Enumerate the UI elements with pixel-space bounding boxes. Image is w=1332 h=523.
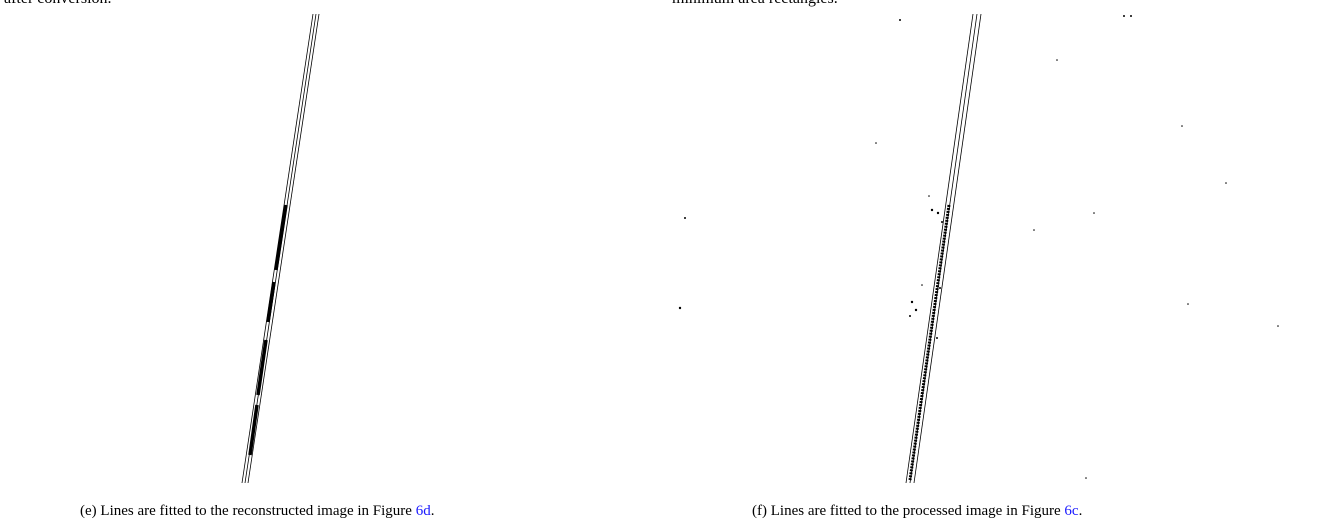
caption-label: (f) [752, 503, 767, 519]
left-image-lines [242, 14, 319, 483]
right-image-noise [679, 15, 1279, 479]
right-image-lines [906, 14, 981, 483]
caption-text: Lines are fitted to the reconstructed im… [100, 503, 412, 519]
caption-label: (e) [80, 503, 97, 519]
figure-ref[interactable]: 6d [416, 503, 431, 519]
page: after conversion. minimum area rectangle… [0, 0, 1332, 523]
figure-images [0, 0, 1332, 523]
caption: (f) Lines are fitted to the processed im… [752, 503, 1082, 520]
top-fragment: after conversion. [4, 0, 112, 8]
caption: (e) Lines are fitted to the reconstructe… [80, 503, 434, 520]
caption-end: . [431, 503, 435, 519]
caption-text: Lines are fitted to the processed image … [771, 503, 1061, 519]
figure-ref[interactable]: 6c [1064, 503, 1078, 519]
caption-end: . [1079, 503, 1083, 519]
top-fragment: minimum area rectangles. [672, 0, 838, 8]
